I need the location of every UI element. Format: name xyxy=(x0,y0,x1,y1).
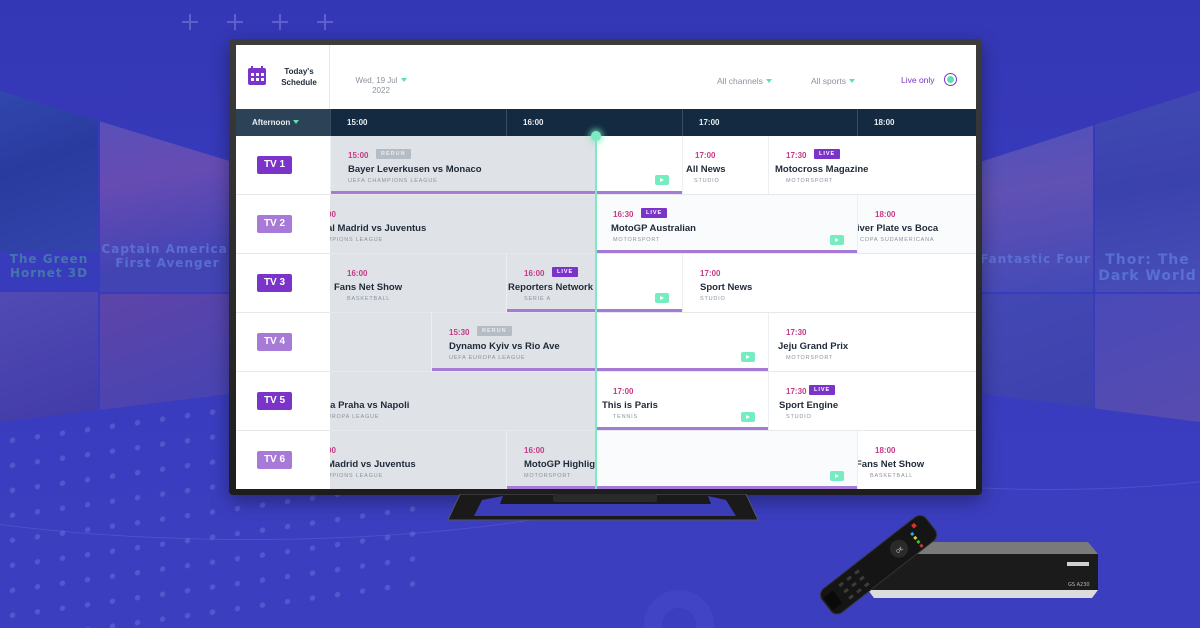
program-block[interactable]: 16:00 Fans Net Show BASKETBALL xyxy=(330,254,506,312)
rerun-badge: RERUN xyxy=(477,326,512,336)
plus-decoration-icon xyxy=(317,14,333,30)
program-block[interactable]: 00 Madrid vs Juventus MPIONS LEAGUE xyxy=(330,431,506,489)
play-icon[interactable] xyxy=(830,235,844,245)
play-icon[interactable] xyxy=(741,412,755,422)
date-selector[interactable]: Wed, 19 Jul 2022 xyxy=(346,76,416,96)
live-badge: LIVE xyxy=(809,385,836,395)
progress-bar xyxy=(331,191,596,194)
channel-row: TV 5 ta Praha vs Napoli UROPA LEAGUE 17:… xyxy=(236,372,976,431)
schedule-header: Today's Schedule Wed, 19 Jul 2022 All ch… xyxy=(236,45,976,109)
play-icon[interactable] xyxy=(741,352,755,362)
program-block-continued[interactable] xyxy=(596,313,768,371)
program-block[interactable]: 16:30 LIVE MotoGP Australian MOTORSPORT xyxy=(596,195,857,253)
calendar-icon xyxy=(248,66,266,85)
channel-row: TV 6 00 Madrid vs Juventus MPIONS LEAGUE… xyxy=(236,431,976,489)
play-icon[interactable] xyxy=(655,293,669,303)
progress-bar xyxy=(507,309,596,312)
progress-bar xyxy=(596,309,682,312)
channel-cell: TV 1 xyxy=(236,136,330,194)
program-block[interactable]: ta Praha vs Napoli UROPA LEAGUE xyxy=(330,372,596,430)
program-block[interactable]: 15:30 RERUN Dynamo Kyiv vs Rio Ave UEFA … xyxy=(431,313,596,371)
tv-stand xyxy=(447,494,759,521)
program-block[interactable]: 17:30 Jeju Grand Prix MOTORSPORT xyxy=(768,313,976,371)
channel-cell: TV 2 xyxy=(236,195,330,253)
poster-wall-right: Fantastic Four Thor: The Dark World xyxy=(978,90,1200,422)
live-badge: LIVE xyxy=(552,267,579,277)
play-icon[interactable] xyxy=(655,175,669,185)
program-block[interactable]: 17:00 This is Paris TENNIS xyxy=(596,372,768,430)
app-brand: Today's Schedule xyxy=(236,45,330,109)
channel-badge[interactable]: TV 5 xyxy=(257,392,292,410)
program-block-continued[interactable] xyxy=(596,136,682,194)
tv-screen: Today's Schedule Wed, 19 Jul 2022 All ch… xyxy=(236,45,976,489)
channel-row: TV 3 16:00 Fans Net Show BASKETBALL 16:0… xyxy=(236,254,976,313)
channel-cell: TV 5 xyxy=(236,372,330,430)
program-block[interactable]: 18:00 River Plate vs Boca COPA SUDAMERIC… xyxy=(857,195,976,253)
svg-text:GS A230: GS A230 xyxy=(1068,582,1090,588)
period-selector[interactable]: Afternoon xyxy=(236,109,330,136)
app-title: Today's Schedule xyxy=(281,67,317,87)
channel-cell: TV 6 xyxy=(236,431,330,489)
program-block[interactable]: 00 al Madrid vs Juventus MPIONS LEAGUE xyxy=(330,195,596,253)
current-time-indicator xyxy=(595,136,597,489)
program-block[interactable]: 17:00 Sport News STUDIO xyxy=(682,254,976,312)
program-block-empty xyxy=(330,313,431,371)
chevron-down-icon xyxy=(765,79,772,83)
program-block[interactable]: 17:30 LIVE Motocross Magazine MOTORSPORT xyxy=(768,136,976,194)
channel-row: TV 1 15:00 RERUN Bayer Leverkusen vs Mon… xyxy=(236,136,976,195)
time-slot: 15:00 xyxy=(330,109,506,136)
program-block-continued[interactable] xyxy=(596,431,857,489)
plus-decoration-icon xyxy=(227,14,243,30)
time-slot: 17:00 xyxy=(682,109,857,136)
program-block-continued[interactable] xyxy=(596,254,682,312)
progress-bar xyxy=(596,486,857,489)
program-block[interactable]: 17:00 All News STUDIO xyxy=(682,136,768,194)
channel-cell: TV 3 xyxy=(236,254,330,312)
program-block[interactable]: 15:00 RERUN Bayer Leverkusen vs Monaco U… xyxy=(330,136,596,194)
chevron-down-icon xyxy=(400,78,407,82)
channel-badge[interactable]: TV 6 xyxy=(257,451,292,469)
program-block[interactable]: 17:30 LIVE Sport Engine STUDIO xyxy=(768,372,976,430)
channel-filter-dropdown[interactable]: All channels xyxy=(717,76,772,86)
time-bar: Afternoon 15:00 16:00 17:00 18:00 xyxy=(236,109,976,136)
channel-badge[interactable]: TV 4 xyxy=(257,333,292,351)
current-time-marker-icon xyxy=(591,131,601,141)
live-badge: LIVE xyxy=(641,208,668,218)
chevron-down-icon xyxy=(848,79,855,83)
plus-decoration-icon xyxy=(182,14,198,30)
progress-bar xyxy=(596,427,768,430)
progress-bar xyxy=(432,368,596,371)
program-block[interactable]: 16:00 MotoGP Highlights MOTORSPORT xyxy=(506,431,596,489)
schedule-grid: TV 1 15:00 RERUN Bayer Leverkusen vs Mon… xyxy=(236,136,976,489)
channel-row: TV 2 00 al Madrid vs Juventus MPIONS LEA… xyxy=(236,195,976,254)
time-slot: 18:00 xyxy=(857,109,976,136)
rerun-badge: RERUN xyxy=(376,149,411,159)
remote-control: OK xyxy=(820,515,938,615)
plus-decoration-icon xyxy=(272,14,288,30)
progress-bar xyxy=(596,368,768,371)
program-block[interactable]: 18:00 Fans Net Show BASKETBALL xyxy=(857,431,976,489)
chevron-down-icon xyxy=(293,120,300,124)
sport-filter-dropdown[interactable]: All sports xyxy=(811,76,855,86)
channel-cell: TV 4 xyxy=(236,313,330,371)
play-icon[interactable] xyxy=(830,471,844,481)
channel-row: TV 4 15:30 RERUN Dynamo Kyiv vs Rio Ave … xyxy=(236,313,976,372)
channel-badge[interactable]: TV 1 xyxy=(257,156,292,174)
live-only-label: Live only xyxy=(901,75,935,85)
progress-bar xyxy=(596,191,682,194)
channel-badge[interactable]: TV 3 xyxy=(257,274,292,292)
tv-stand-neck xyxy=(553,494,657,502)
live-badge: LIVE xyxy=(814,149,841,159)
channel-badge[interactable]: TV 2 xyxy=(257,215,292,233)
live-only-toggle[interactable] xyxy=(944,73,957,86)
progress-bar xyxy=(596,250,857,253)
progress-bar xyxy=(507,486,596,489)
time-slot: 16:00 xyxy=(506,109,682,136)
program-block[interactable]: 16:00 LIVE Reporters Network SERIE A xyxy=(506,254,596,312)
svg-text:OK: OK xyxy=(895,546,905,556)
